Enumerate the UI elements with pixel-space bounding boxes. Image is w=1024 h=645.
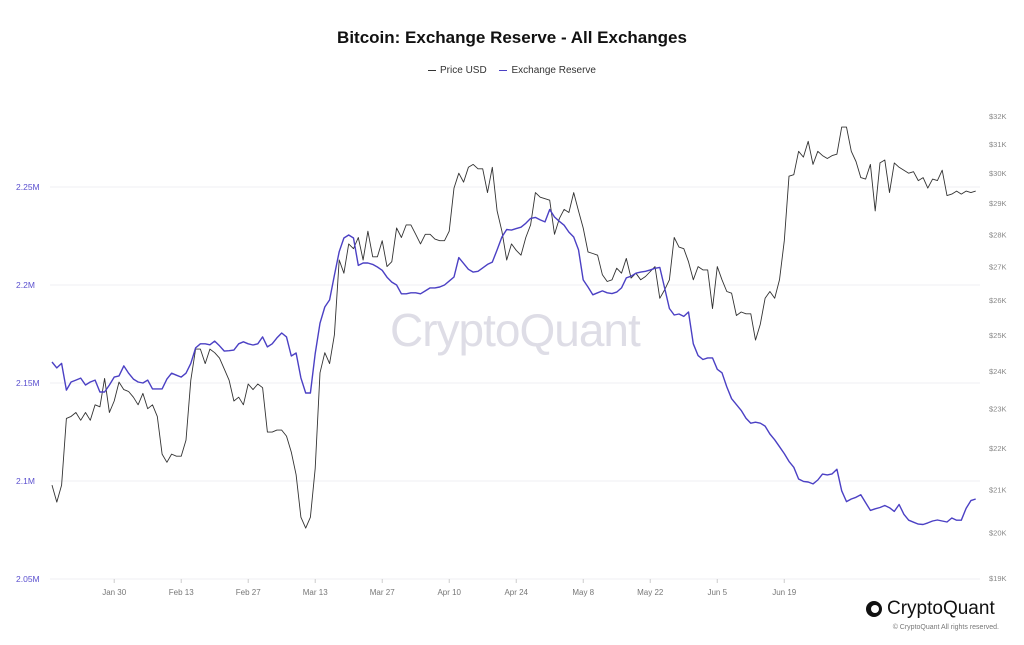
left-axis-tick-label: 2.1M: [16, 476, 35, 486]
right-axis-tick-label: $27K: [989, 263, 1007, 272]
right-axis-tick-label: $28K: [989, 230, 1007, 239]
watermark: CryptoQuant: [390, 304, 641, 356]
x-axis-tick-label: Mar 27: [370, 588, 395, 597]
right-axis-tick-label: $32K: [989, 112, 1007, 121]
left-axis-tick-label: 2.25M: [16, 182, 40, 192]
copyright: © CryptoQuant All rights reserved.: [892, 624, 999, 631]
right-axis-tick-label: $20K: [989, 529, 1007, 538]
cryptoquant-logo: CryptoQuant: [866, 598, 995, 620]
right-axis-tick-label: $31K: [989, 140, 1007, 149]
right-axis-tick-label: $25K: [989, 331, 1007, 340]
series-line-price-usd: [51, 126, 976, 529]
logo-mark-icon: [866, 601, 882, 617]
right-axis-tick-label: $24K: [989, 367, 1007, 376]
legend-swatch-price: [428, 69, 437, 71]
right-axis-tick-label: $22K: [989, 444, 1007, 453]
right-axis-tick-label: $21K: [989, 485, 1007, 494]
x-axis-tick-label: Jun 5: [707, 588, 727, 597]
x-axis-tick-label: Feb 27: [236, 588, 261, 597]
x-axis-tick-label: May 8: [572, 588, 594, 597]
legend: Price USD Exchange Reserve: [0, 63, 1024, 76]
right-axis-tick-label: $19K: [989, 574, 1007, 583]
x-axis-tick-label: Jun 19: [772, 588, 797, 597]
legend-label-price: Price USD: [440, 64, 487, 76]
right-axis-tick-label: $29K: [989, 199, 1007, 208]
x-axis-tick-label: May 22: [637, 588, 664, 597]
legend-item-price[interactable]: Price USD: [428, 65, 487, 76]
legend-item-reserve[interactable]: Exchange Reserve: [499, 65, 596, 76]
x-axis-tick-label: Apr 10: [437, 588, 461, 597]
chart-title: Bitcoin: Exchange Reserve - All Exchange…: [337, 28, 687, 47]
logo-text: CryptoQuant: [887, 598, 995, 619]
x-axis-tick-label: Jan 30: [102, 588, 127, 597]
series-line-exchange-reserve: [51, 208, 976, 526]
left-axis-tick-label: 2.05M: [16, 574, 40, 584]
right-axis-tick-label: $26K: [989, 296, 1007, 305]
x-axis-tick-label: Mar 13: [303, 588, 328, 597]
x-axis-tick-label: Apr 24: [504, 588, 528, 597]
left-axis-tick-label: 2.15M: [16, 378, 40, 388]
legend-label-reserve: Exchange Reserve: [511, 64, 596, 76]
x-axis-tick-label: Feb 13: [169, 588, 194, 597]
left-axis-tick-label: 2.2M: [16, 280, 35, 290]
legend-swatch-reserve: [499, 69, 508, 71]
right-axis-tick-label: $23K: [989, 405, 1007, 414]
right-axis-tick-label: $30K: [989, 169, 1007, 178]
